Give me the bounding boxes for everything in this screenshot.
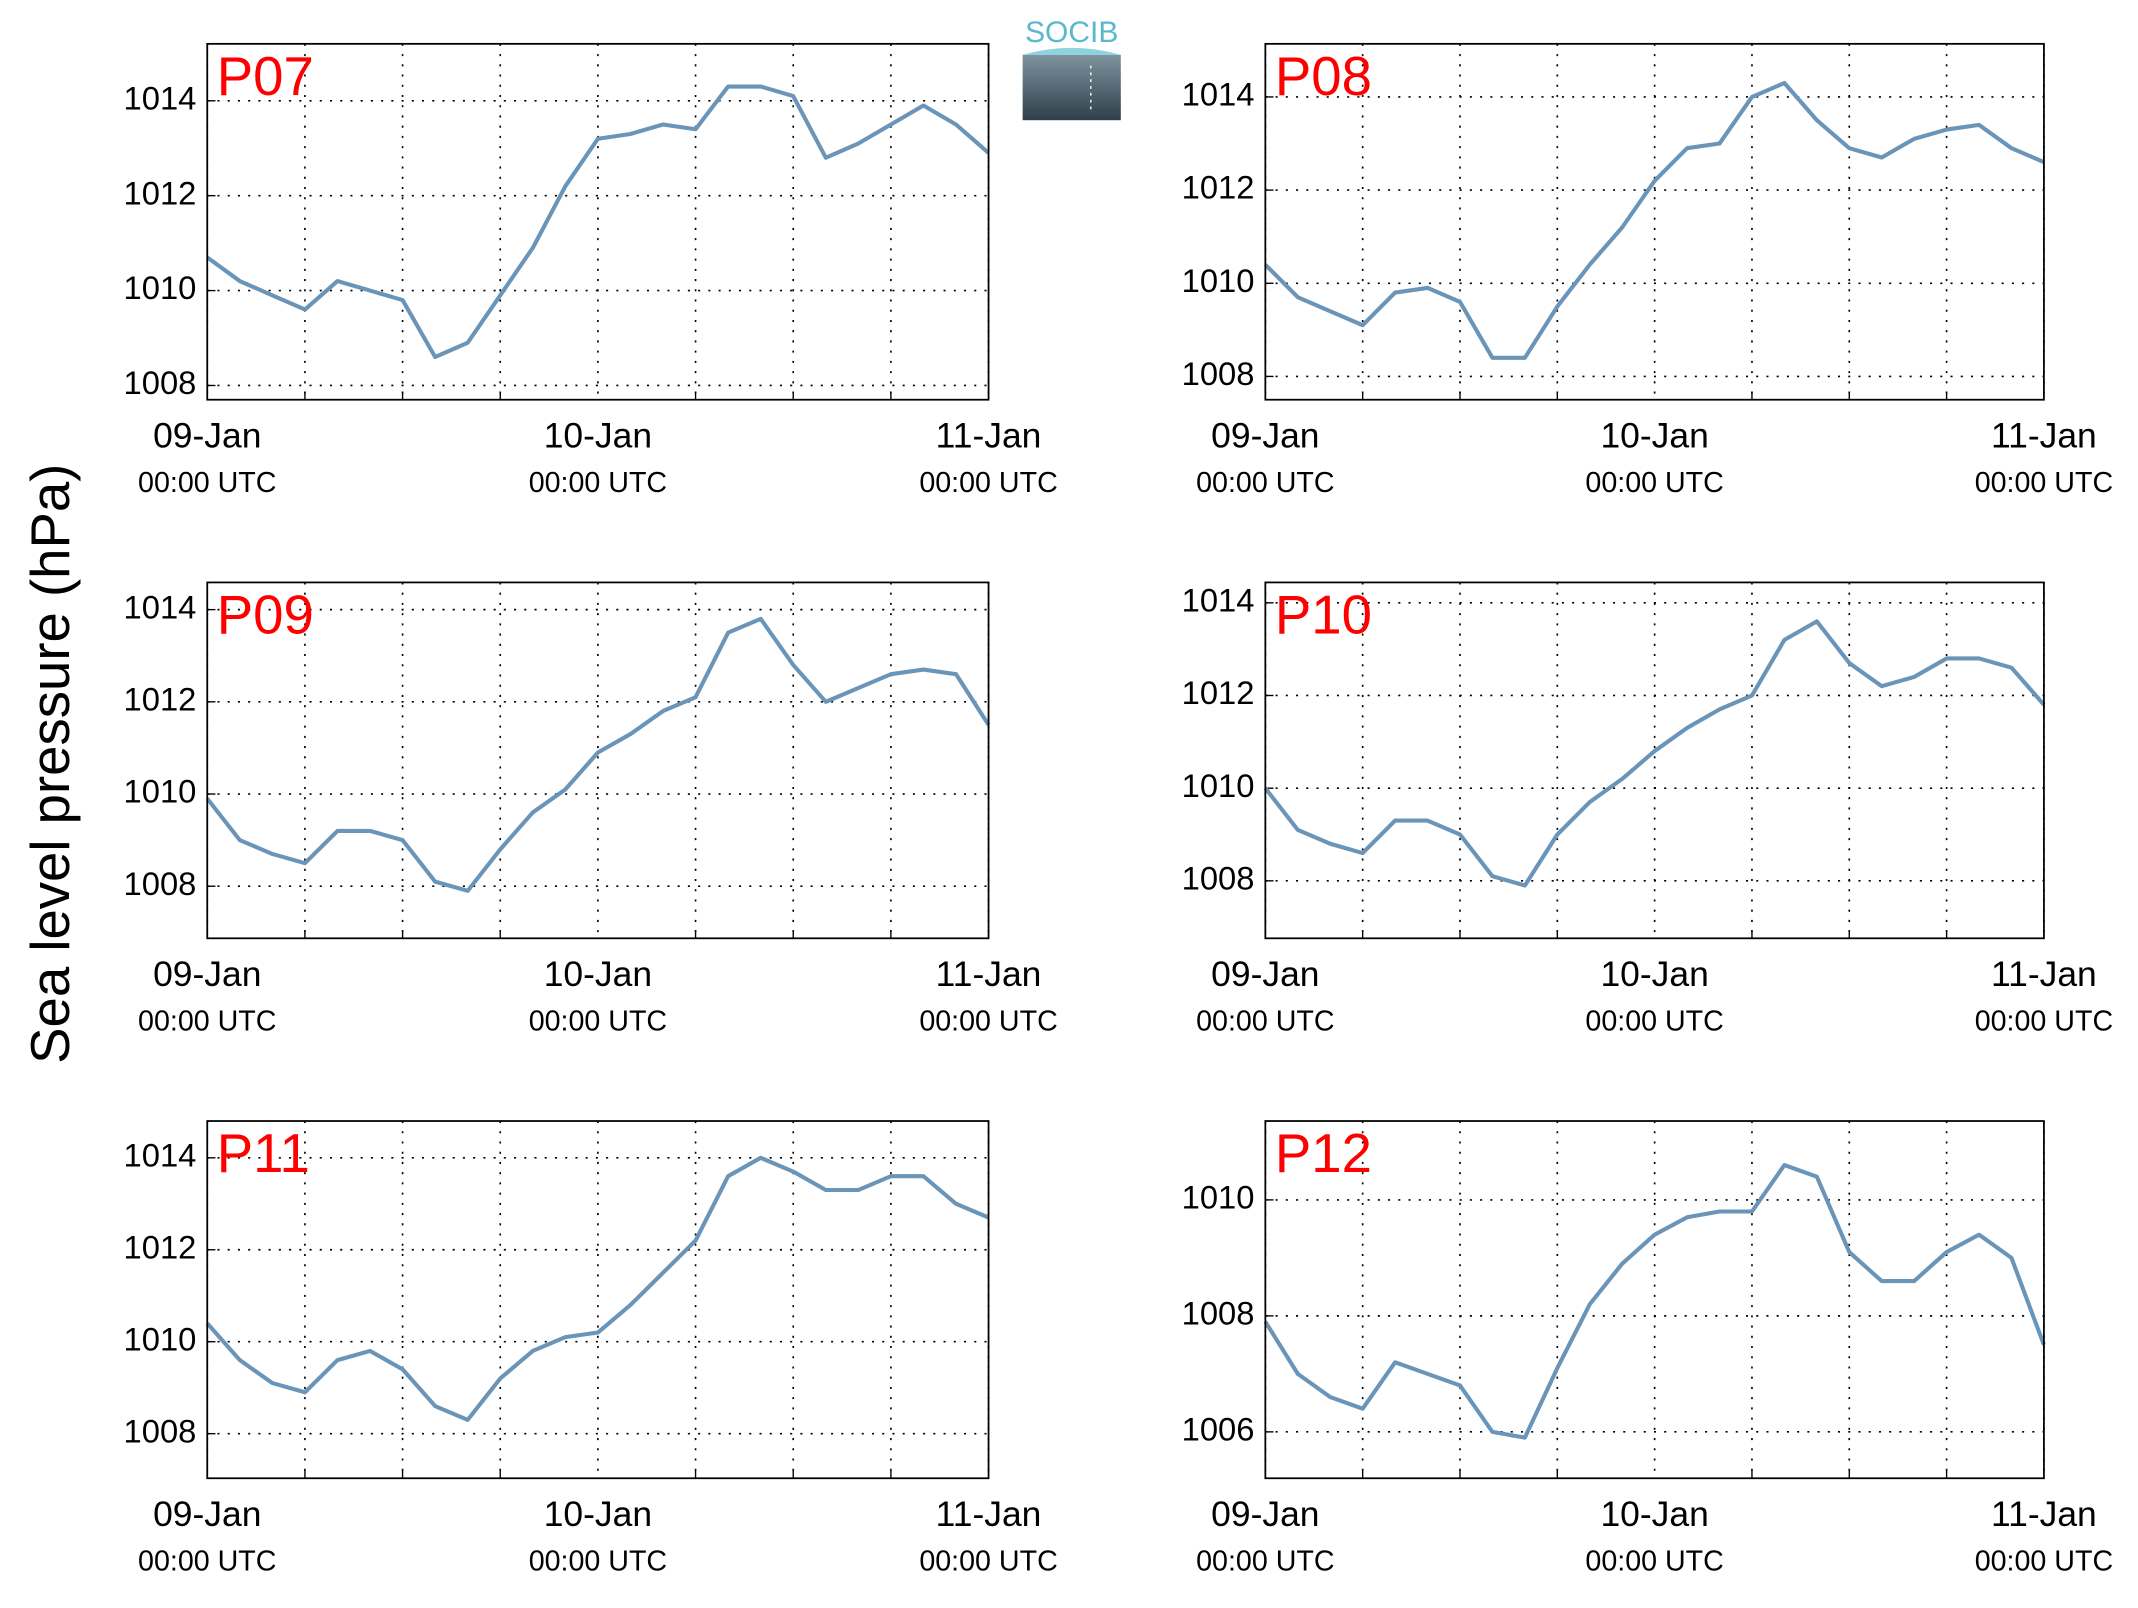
y-tick-label: 1010: [1182, 262, 1255, 299]
x-tick-label: 11-Jan: [1991, 415, 2097, 455]
logo-text: SOCIB: [1025, 16, 1118, 49]
x-tick-sublabel: 00:00 UTC: [1975, 1545, 2113, 1577]
x-tick-sublabel: 00:00 UTC: [1585, 1005, 1723, 1037]
x-tick-label: 10-Jan: [1600, 415, 1708, 455]
x-tick-sublabel: 00:00 UTC: [1975, 1005, 2113, 1037]
x-tick-label: 10-Jan: [544, 415, 652, 455]
data-line: [1263, 80, 2045, 360]
x-tick-label: 09-Jan: [153, 954, 261, 994]
y-tick-label: 1010: [124, 1320, 197, 1357]
x-tick-sublabel: 00:00 UTC: [919, 1005, 1057, 1037]
panel-title: P11: [217, 1123, 310, 1184]
y-tick-label: 1008: [124, 364, 197, 401]
y-tick-label: 1012: [1182, 674, 1255, 711]
x-tick-sublabel: 00:00 UTC: [138, 467, 276, 499]
plot-frame: [206, 581, 990, 940]
x-tick-label: 09-Jan: [153, 415, 261, 455]
data-line: [206, 84, 990, 360]
x-tick-sublabel: 00:00 UTC: [1585, 1545, 1723, 1577]
x-tick-sublabel: 00:00 UTC: [1196, 1005, 1334, 1037]
y-tick-label: 1008: [124, 865, 197, 902]
y-tick-label: 1008: [124, 1412, 197, 1449]
y-tick-label: 1010: [124, 773, 197, 810]
y-tick-label: 1014: [1182, 581, 1255, 618]
plot-background: [1265, 1121, 2044, 1479]
x-tick-label: 09-Jan: [153, 1494, 261, 1534]
x-tick-sublabel: 00:00 UTC: [529, 467, 667, 499]
y-tick-label: 1014: [1182, 76, 1255, 113]
y-tick-label: 1014: [124, 1136, 197, 1173]
x-tick-sublabel: 00:00 UTC: [1975, 467, 2113, 499]
x-tick-sublabel: 00:00 UTC: [138, 1545, 276, 1577]
data-line: [205, 616, 991, 893]
y-axis-label: Sea level pressure (hPa): [20, 464, 81, 1064]
y-tick-label: 1012: [1182, 169, 1255, 206]
x-tick-sublabel: 00:00 UTC: [1196, 1545, 1334, 1577]
plot-frame: [1264, 581, 2045, 940]
plot-frame: [206, 42, 990, 401]
logo-wave: [1022, 47, 1121, 55]
plot-frame: [1264, 42, 2045, 401]
x-tick-sublabel: 00:00 UTC: [919, 467, 1057, 499]
x-tick-label: 11-Jan: [936, 415, 1042, 455]
x-tick-label: 10-Jan: [544, 954, 652, 994]
plot-frame: [1264, 1120, 2045, 1480]
plot-background: [207, 1121, 989, 1479]
y-tick-label: 1008: [1182, 1295, 1255, 1332]
x-tick-label: 11-Jan: [1991, 1494, 2097, 1534]
y-tick-label: 1010: [124, 269, 197, 306]
logo-block: [1022, 54, 1121, 121]
y-tick-label: 1008: [1182, 355, 1255, 392]
plot-background: [1265, 43, 2044, 400]
y-tick-label: 1014: [124, 588, 197, 625]
x-tick-label: 11-Jan: [936, 1494, 1042, 1534]
x-tick-label: 11-Jan: [1991, 954, 2097, 994]
y-tick-label: 1014: [124, 79, 197, 116]
panel-title: P08: [1275, 46, 1372, 107]
panel-title: P07: [217, 46, 314, 107]
data-line: [205, 1155, 990, 1422]
x-tick-label: 09-Jan: [1211, 415, 1319, 455]
x-tick-label: 10-Jan: [1600, 954, 1708, 994]
y-tick-label: 1006: [1182, 1411, 1255, 1448]
panel-title: P10: [1275, 585, 1372, 646]
x-tick-sublabel: 00:00 UTC: [529, 1545, 667, 1577]
y-tick-label: 1010: [1182, 1179, 1255, 1216]
plot-frame: [206, 1120, 990, 1480]
x-tick-sublabel: 00:00 UTC: [1196, 467, 1334, 499]
plot-background: [207, 582, 989, 939]
x-tick-sublabel: 00:00 UTC: [138, 1005, 276, 1037]
x-tick-sublabel: 00:00 UTC: [529, 1005, 667, 1037]
data-line: [1263, 1163, 2046, 1440]
plot-background: [207, 43, 989, 400]
x-tick-label: 10-Jan: [544, 1494, 652, 1534]
panel-title: P09: [217, 585, 314, 646]
data-line: [1263, 619, 2046, 888]
x-tick-label: 09-Jan: [1211, 954, 1319, 994]
x-tick-label: 10-Jan: [1600, 1494, 1708, 1534]
y-tick-label: 1008: [1182, 859, 1255, 896]
x-tick-label: 09-Jan: [1211, 1494, 1319, 1534]
x-tick-sublabel: 00:00 UTC: [1585, 467, 1723, 499]
x-tick-sublabel: 00:00 UTC: [919, 1545, 1057, 1577]
panel-title: P12: [1275, 1123, 1372, 1184]
x-tick-label: 11-Jan: [936, 954, 1042, 994]
y-tick-label: 1012: [124, 1228, 197, 1265]
plot-background: [1265, 582, 2044, 939]
y-tick-label: 1012: [124, 174, 197, 211]
y-tick-label: 1012: [124, 680, 197, 717]
y-tick-label: 1010: [1182, 767, 1255, 804]
